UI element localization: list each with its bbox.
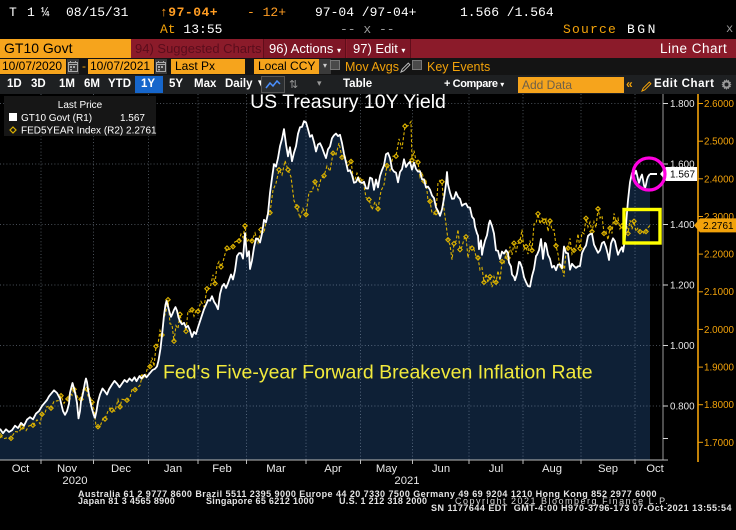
svg-text:US Treasury 10Y Yield: US Treasury 10Y Yield xyxy=(250,94,446,113)
svg-text:Fed's Five-year Forward Breake: Fed's Five-year Forward Breakeven Inflat… xyxy=(163,362,593,384)
svg-text:2.1000: 2.1000 xyxy=(704,287,735,298)
svg-text:1.8000: 1.8000 xyxy=(704,400,735,411)
svg-text:2.0000: 2.0000 xyxy=(704,325,735,336)
svg-text:2.5000: 2.5000 xyxy=(704,137,735,148)
svg-text:1.200: 1.200 xyxy=(670,281,695,292)
svg-text:Jun: Jun xyxy=(432,463,450,475)
svg-text:May: May xyxy=(376,463,398,475)
svg-text:1.800: 1.800 xyxy=(670,99,695,110)
svg-text:0.800: 0.800 xyxy=(670,402,695,413)
svg-text:Nov: Nov xyxy=(57,463,77,475)
svg-text:Jan: Jan xyxy=(164,463,182,475)
svg-text:1.567: 1.567 xyxy=(120,113,145,124)
svg-text:Mar: Mar xyxy=(266,463,286,475)
svg-text:2.6000: 2.6000 xyxy=(704,99,735,110)
svg-text:Dec: Dec xyxy=(111,463,131,475)
svg-text:Feb: Feb xyxy=(212,463,231,475)
svg-text:1.600: 1.600 xyxy=(670,160,695,171)
svg-text:1.9000: 1.9000 xyxy=(704,363,735,374)
svg-text:Oct: Oct xyxy=(646,463,664,475)
svg-text:1.400: 1.400 xyxy=(670,220,695,231)
svg-text:2020: 2020 xyxy=(62,475,87,487)
svg-text:Aug: Aug xyxy=(542,463,562,475)
svg-text:2.2761: 2.2761 xyxy=(703,221,734,232)
svg-text:FED5YEAR Index (R2) 2.2761: FED5YEAR Index (R2) 2.2761 xyxy=(21,126,157,137)
svg-text:Apr: Apr xyxy=(324,463,342,475)
svg-text:GT10 Govt (R1): GT10 Govt (R1) xyxy=(21,113,92,124)
svg-text:1.7000: 1.7000 xyxy=(704,438,735,449)
svg-text:Last Price: Last Price xyxy=(58,100,103,111)
svg-text:2.4000: 2.4000 xyxy=(704,174,735,185)
svg-text:1.567: 1.567 xyxy=(670,170,695,181)
svg-text:Oct: Oct xyxy=(12,463,30,475)
svg-text:2021: 2021 xyxy=(394,475,419,487)
svg-text:1.000: 1.000 xyxy=(670,341,695,352)
svg-text:Jul: Jul xyxy=(489,463,503,475)
svg-text:2.2000: 2.2000 xyxy=(704,250,735,261)
svg-text:2.3000: 2.3000 xyxy=(704,212,735,223)
svg-text:Sep: Sep xyxy=(598,463,618,475)
